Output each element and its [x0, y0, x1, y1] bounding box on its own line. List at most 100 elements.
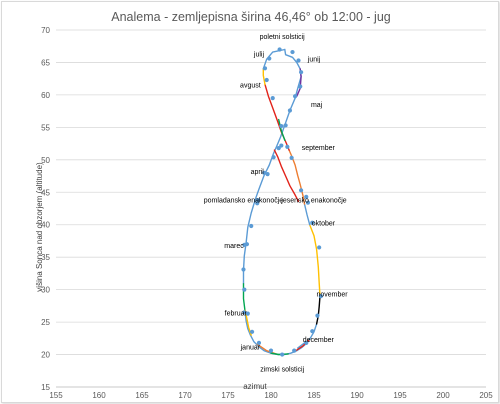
y-tick-label: 70 — [41, 26, 50, 35]
y-axis-label: višina Sonca nad obzorjem (altitude) — [35, 162, 44, 292]
data-point — [285, 144, 290, 149]
annotation-label: november — [316, 292, 348, 299]
data-point — [310, 220, 315, 225]
data-point — [249, 329, 255, 334]
annotation-label: pomladansko enakonočje — [204, 198, 283, 205]
x-tick-label: 180 — [264, 391, 278, 400]
annotation-label: april — [251, 169, 265, 176]
data-point — [292, 348, 297, 353]
x-tick-label: 205 — [479, 391, 493, 400]
axis-ticks: 15 20 25 30 35 40 45 50 55 60 65 70 155 160 165 170 175 1… — [41, 26, 493, 400]
data-point — [277, 47, 282, 52]
annotation-label: zimski solsticij — [260, 366, 304, 373]
data-point — [242, 242, 247, 247]
data-point — [279, 143, 284, 148]
y-tick-label: 50 — [41, 156, 50, 165]
data-point — [315, 313, 320, 318]
data-point — [242, 310, 247, 315]
x-tick-label: 160 — [92, 391, 106, 400]
data-point — [299, 188, 304, 193]
data-point — [264, 77, 269, 83]
annotation-label: maj — [311, 102, 323, 109]
x-tick-label: 195 — [393, 391, 407, 400]
data-point — [296, 58, 301, 63]
data-point — [280, 352, 285, 357]
data-point — [245, 311, 250, 316]
data-point — [290, 49, 295, 55]
data-point — [317, 245, 322, 250]
data-point — [298, 84, 303, 89]
data-point — [262, 66, 268, 71]
y-tick-label: 25 — [41, 318, 50, 327]
data-point — [256, 340, 262, 345]
data-point — [292, 94, 298, 99]
x-tick-label: 175 — [221, 391, 235, 400]
data-point — [255, 201, 260, 206]
annotation-label: avgust — [240, 83, 261, 90]
data-point — [299, 70, 304, 75]
annotation-label: junij — [307, 57, 321, 64]
series-line-7 — [264, 83, 290, 151]
series-line-16 — [270, 352, 289, 356]
y-tick-label: 45 — [41, 188, 50, 197]
data-point — [283, 123, 288, 128]
x-tick-label: 155 — [49, 391, 63, 400]
y-tick-label: 20 — [41, 351, 50, 360]
data-point — [287, 108, 293, 113]
annotation-label: december — [303, 337, 335, 344]
data-point — [242, 287, 247, 292]
data-point — [289, 155, 294, 160]
annotation-label: januar — [240, 344, 261, 351]
data-point — [249, 223, 254, 229]
series-line-13 — [256, 343, 279, 356]
annotations: poletni solsticij julij junij avgust maj sept… — [204, 34, 349, 373]
data-point — [241, 267, 246, 272]
data-point — [268, 348, 274, 353]
annotation-label: marec — [224, 243, 244, 250]
x-tick-label: 190 — [350, 391, 364, 400]
annotation-label: jesensko enakonočje — [280, 198, 346, 205]
data-point — [262, 170, 267, 175]
data-markers — [241, 47, 323, 357]
data-point — [270, 96, 275, 101]
series-line-0 — [242, 48, 302, 285]
series-line-11 — [273, 149, 300, 203]
x-axis-label: azimut — [243, 382, 267, 391]
data-point — [305, 200, 311, 205]
y-tick-label: 15 — [41, 383, 50, 392]
data-point — [318, 294, 323, 299]
y-tick-label: 30 — [41, 286, 50, 295]
y-tick-label: 60 — [41, 91, 50, 100]
x-tick-label: 200 — [436, 391, 450, 400]
annotation-label: julij — [253, 52, 265, 59]
x-tick-label: 165 — [135, 391, 149, 400]
data-point — [276, 146, 281, 151]
series-line-8 — [262, 68, 266, 86]
series-line-9 — [262, 48, 286, 70]
annotation-label: februar — [225, 311, 248, 318]
annotation-label: oktober — [312, 220, 336, 227]
data-point — [267, 56, 272, 61]
data-point — [271, 155, 276, 160]
series-line-5 — [303, 203, 311, 226]
data-point — [256, 197, 261, 203]
data-point — [265, 171, 270, 177]
data-point — [310, 329, 315, 334]
chart-title: Analema - zemljepisna širina 46,46° ob 1… — [111, 10, 391, 24]
y-tick-label: 65 — [41, 58, 50, 67]
data-point — [279, 123, 284, 129]
series-line-12 — [278, 118, 286, 141]
y-tick-label: 35 — [41, 253, 50, 262]
data-point — [304, 340, 309, 345]
y-tick-label: 55 — [41, 123, 50, 132]
y-tick-label: 40 — [41, 221, 50, 230]
data-point — [304, 194, 309, 199]
x-tick-label: 170 — [178, 391, 192, 400]
annotation-label: september — [302, 145, 336, 152]
x-tick-label: 185 — [307, 391, 321, 400]
annotation-label: poletni solsticij — [260, 34, 306, 41]
series-line-3 — [315, 295, 321, 325]
series-line-4 — [309, 224, 321, 297]
